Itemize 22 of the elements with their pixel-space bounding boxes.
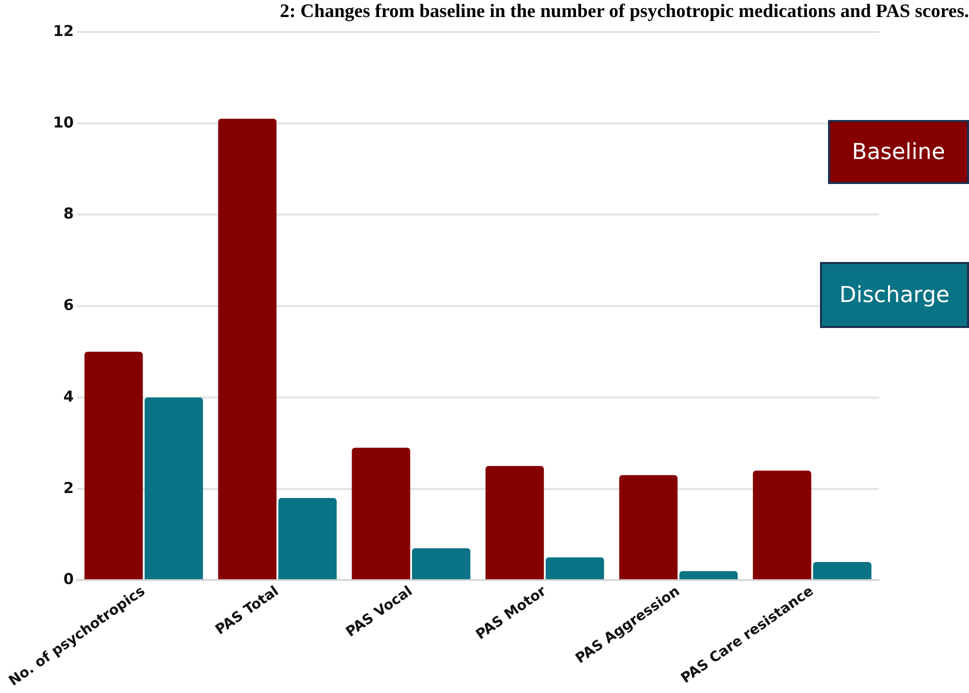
bar	[679, 571, 738, 580]
bar	[218, 118, 277, 580]
y-tick-label: 4	[63, 387, 74, 406]
bar	[144, 397, 203, 580]
bar	[546, 557, 604, 580]
y-tick-label: 12	[53, 22, 74, 40]
y-tick-label: 8	[63, 204, 74, 223]
bar	[352, 448, 410, 580]
chart-title: 2: Changes from baseline in the number of psychotropic medications and PAS scores.	[278, 1, 969, 23]
y-tick-label: 10	[53, 113, 74, 132]
bar	[84, 352, 143, 580]
bar	[486, 466, 544, 580]
text: Discharge	[820, 262, 969, 328]
y-tick-label: 0	[63, 570, 74, 588]
bar	[412, 548, 470, 580]
y-tick-label: 6	[63, 296, 74, 314]
bar	[278, 498, 337, 580]
text: Baseline	[828, 120, 969, 184]
bar	[752, 470, 812, 580]
bar	[619, 475, 678, 580]
bar	[813, 562, 872, 580]
y-tick-label: 2	[63, 478, 74, 497]
